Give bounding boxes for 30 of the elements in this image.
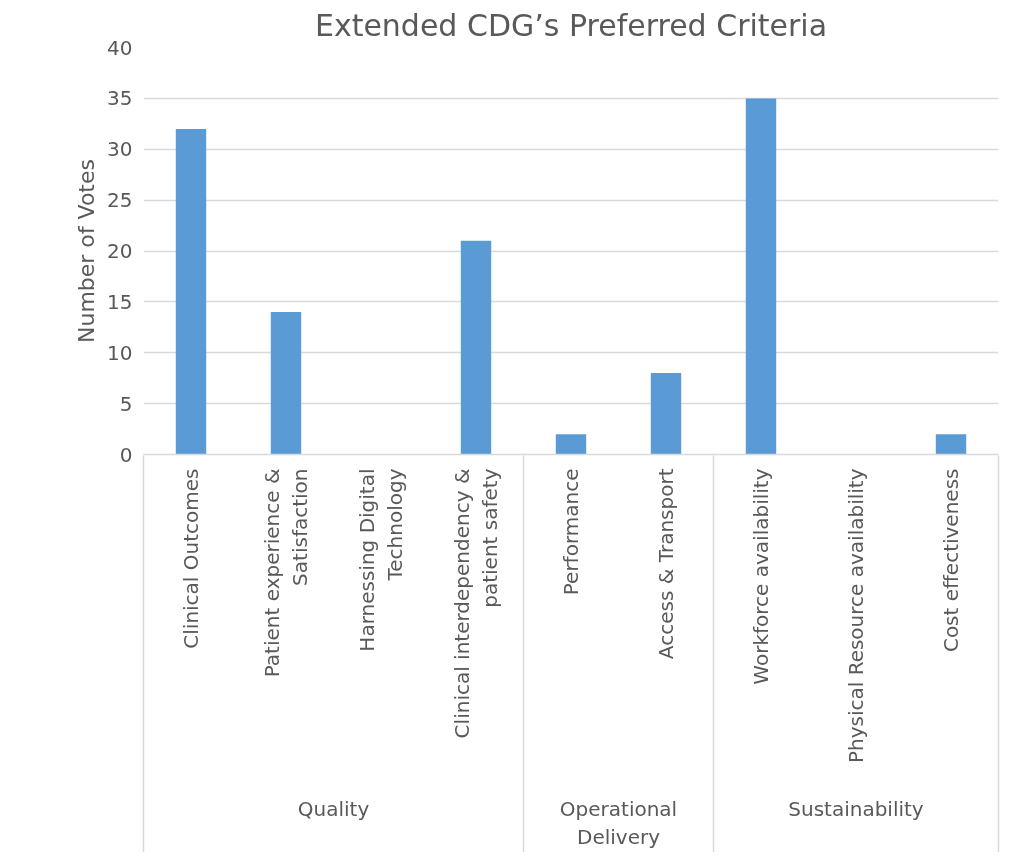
y-axis-title: Number of Votes [74, 159, 100, 343]
y-tick-label: 35 [107, 86, 133, 111]
text: Sustainability [788, 796, 924, 821]
bar [270, 312, 302, 455]
bar [555, 434, 587, 455]
x-tick-label: Clinical Outcomes [179, 468, 203, 649]
y-tick-label: 10 [107, 340, 133, 365]
y-tick-label: 5 [119, 391, 133, 416]
text: Quality [297, 796, 370, 821]
x-tick-label: Clinical interdependency & patient safety [449, 468, 503, 739]
y-tick-label: 20 [107, 239, 133, 263]
text: Operational Delivery [559, 796, 678, 850]
bar [175, 128, 207, 455]
y-tick-label: 40 [107, 35, 133, 60]
x-tick-label: Harnessing Digital Technology [354, 468, 408, 652]
bar [650, 373, 682, 455]
x-tick-label: Cost effectiveness [939, 468, 963, 653]
bar [745, 98, 777, 455]
y-tick-label: 30 [107, 137, 133, 162]
y-tick-label: 25 [107, 188, 133, 213]
chart-title: Extended CDG’s Preferred Criteria [314, 7, 828, 43]
y-tick-label: 15 [107, 289, 133, 314]
y-tick-label: 0 [119, 442, 133, 467]
x-tick-label: Physical Resource availability [844, 468, 868, 764]
bar [935, 434, 967, 455]
bar [460, 240, 492, 455]
x-tick-label: Performance [559, 468, 583, 596]
x-tick-label: Access & Transport [654, 468, 678, 660]
x-tick-label: Workforce availability [749, 468, 773, 685]
x-tick-label: Patient experience & Satisfaction [259, 468, 313, 678]
